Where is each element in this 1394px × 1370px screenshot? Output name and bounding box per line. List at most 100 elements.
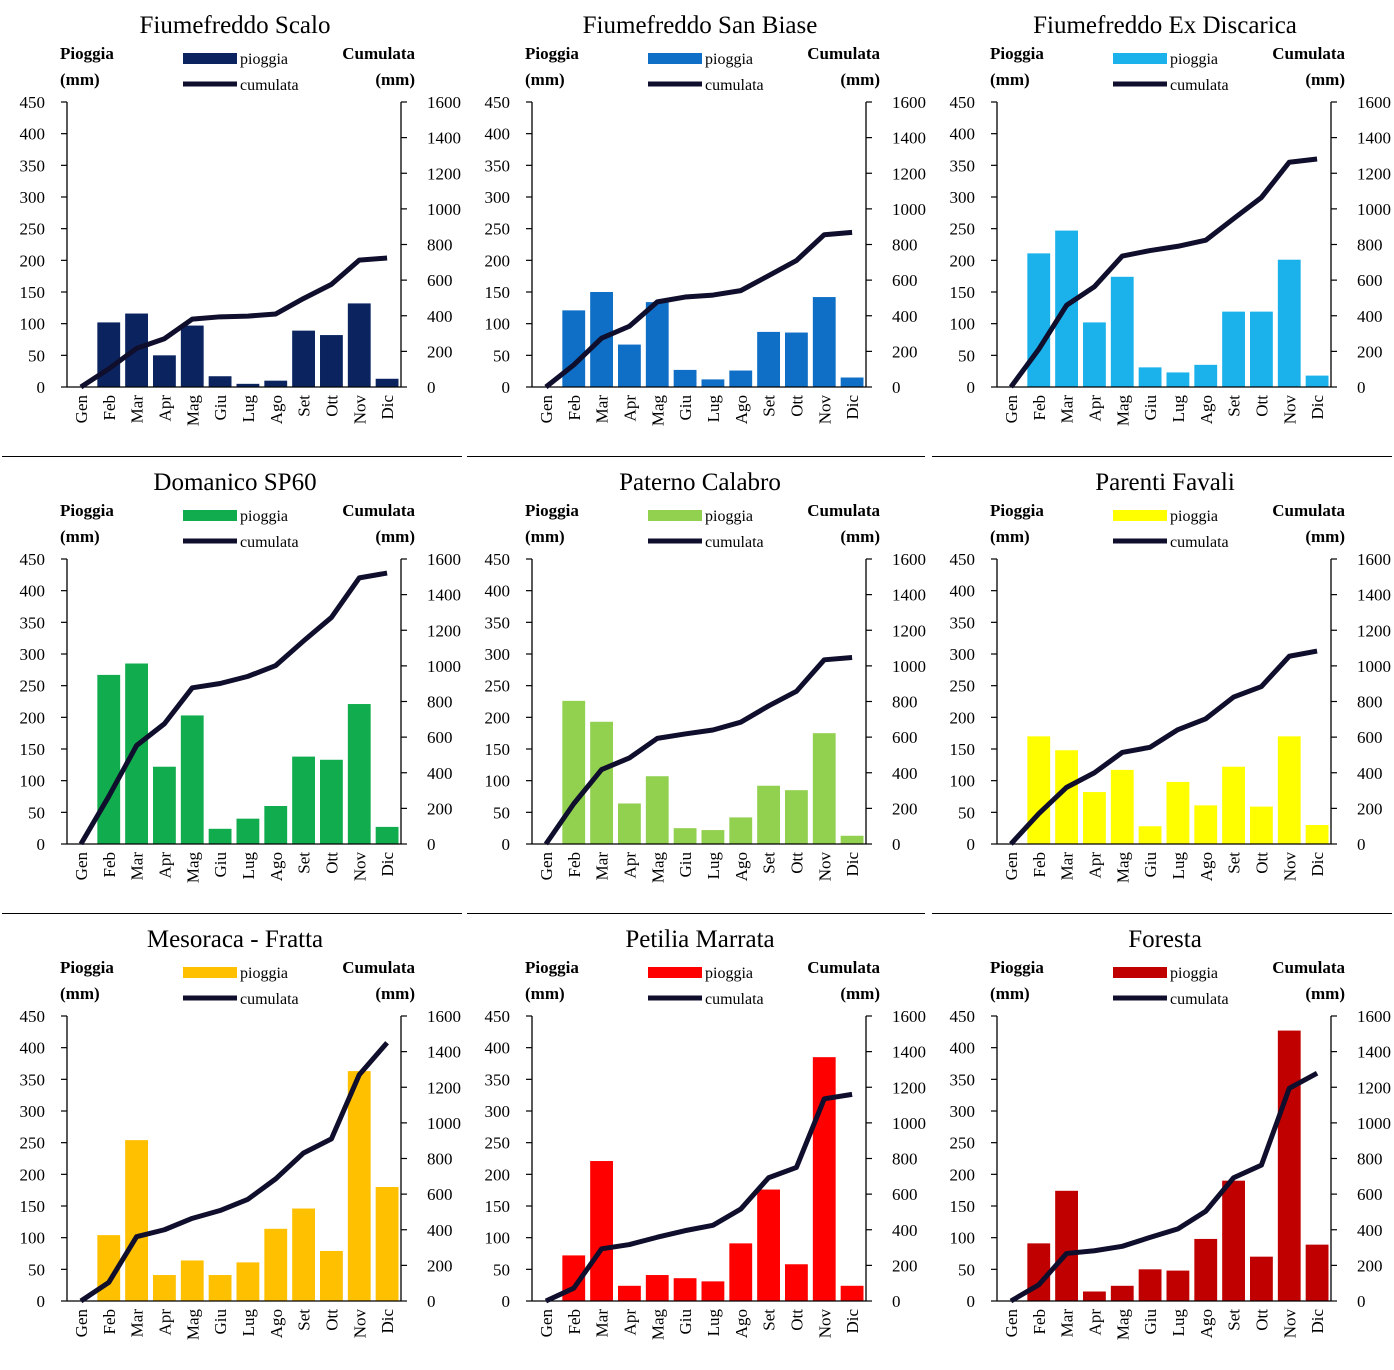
x-tick-label: Mag — [183, 852, 202, 884]
line-cumulata — [543, 655, 853, 846]
bar-pioggia — [812, 733, 836, 844]
x-tick-label: Dic — [378, 852, 397, 877]
x-tick-label: Nov — [350, 852, 369, 882]
right-tick-label: 1600 — [1357, 550, 1391, 569]
legend-bar-swatch — [1113, 967, 1167, 978]
right-tick-label: 200 — [427, 342, 453, 361]
line-cumulata — [1008, 156, 1318, 389]
bar-pioggia — [840, 377, 864, 387]
legend-bar-label: pioggia — [705, 51, 753, 68]
x-tick-label: Feb — [565, 1309, 584, 1335]
left-axis-label: Pioggia — [525, 958, 579, 977]
x-tick-label: Mag — [648, 395, 667, 427]
bar-pioggia — [590, 1161, 613, 1301]
x-tick-label: Apr — [155, 1309, 174, 1336]
x-tick-label: Feb — [1030, 395, 1049, 421]
bar-pioggia — [1110, 1285, 1134, 1301]
left-tick-label: 350 — [950, 1070, 976, 1089]
legend-bar-label: pioggia — [1170, 508, 1218, 525]
x-tick-label: Set — [760, 395, 779, 417]
left-tick-label: 200 — [950, 251, 976, 270]
x-tick-label: Ott — [322, 395, 341, 417]
left-tick-label: 300 — [20, 188, 46, 207]
left-tick-label: 400 — [950, 125, 976, 144]
row-separator — [2, 456, 462, 457]
bar-pioggia — [1277, 1030, 1301, 1301]
x-tick-label: Gen — [1002, 852, 1021, 881]
left-tick-label: 0 — [502, 378, 511, 397]
left-tick-label: 100 — [20, 772, 46, 791]
right-tick-label: 1000 — [892, 1114, 926, 1133]
x-tick-label: Feb — [565, 852, 584, 878]
x-tick-label: Mag — [1113, 1309, 1132, 1341]
left-tick-label: 400 — [20, 582, 46, 601]
x-tick-label: Lug — [704, 395, 723, 423]
x-tick-label: Giu — [676, 1309, 695, 1335]
left-tick-label: 200 — [950, 1165, 976, 1184]
left-tick-label: 300 — [20, 645, 46, 664]
x-tick-label: Mar — [128, 852, 147, 881]
left-tick-label: 350 — [485, 1070, 511, 1089]
left-tick-label: 450 — [485, 1007, 511, 1026]
left-tick-label: 350 — [485, 613, 511, 632]
chart-panel: Fiumefreddo San Biase Pioggia (mm) Cumulata… — [465, 0, 929, 456]
left-tick-label: 150 — [485, 740, 511, 759]
right-tick-label: 1600 — [892, 1007, 926, 1026]
right-axis-unit: (mm) — [1305, 984, 1345, 1003]
legend-bar-swatch — [648, 967, 702, 978]
left-axis-unit: (mm) — [60, 70, 100, 89]
right-axis-unit: (mm) — [1305, 527, 1345, 546]
legend-bar-swatch — [1113, 510, 1167, 521]
bar-pioggia — [729, 817, 753, 844]
x-tick-label: Apr — [620, 395, 639, 422]
right-tick-label: 800 — [427, 693, 453, 712]
x-tick-label: Feb — [100, 852, 119, 878]
x-tick-label: Lug — [239, 1309, 258, 1337]
combo-chart: Mesoraca - Fratta Pioggia (mm) Cumulata (mm)… — [20, 926, 462, 1340]
right-tick-label: 1200 — [427, 164, 461, 183]
x-tick-label: Ago — [267, 395, 286, 424]
x-tick-label: Mar — [1058, 1309, 1077, 1338]
bar-pioggia — [292, 1208, 315, 1301]
x-tick-label: Apr — [1085, 852, 1104, 879]
bar-pioggia — [1194, 805, 1218, 844]
right-tick-label: 0 — [427, 1292, 436, 1311]
right-tick-label: 1000 — [892, 200, 926, 219]
legend-bar-label: pioggia — [240, 965, 288, 982]
bar-pioggia — [1166, 1270, 1190, 1301]
x-tick-label: Apr — [155, 395, 174, 422]
x-tick-label: Gen — [72, 1309, 91, 1338]
left-axis-label: Pioggia — [990, 44, 1044, 63]
bar-pioggia — [701, 830, 725, 844]
left-tick-label: 400 — [485, 1039, 511, 1058]
bar-pioggia — [180, 325, 204, 387]
right-tick-label: 1200 — [427, 621, 461, 640]
x-tick-label: Giu — [676, 852, 695, 878]
x-tick-label: Dic — [1308, 1309, 1327, 1334]
right-tick-label: 1600 — [1357, 1007, 1391, 1026]
x-tick-label: Feb — [100, 395, 119, 421]
right-axis-label: Cumulata — [1272, 44, 1345, 63]
left-tick-label: 350 — [485, 156, 511, 175]
line-cumulata — [1009, 1070, 1319, 1304]
x-tick-label: Ott — [787, 395, 806, 417]
left-tick-label: 150 — [950, 1197, 976, 1216]
bar-pioggia — [785, 790, 808, 844]
left-tick-label: 450 — [950, 550, 976, 569]
left-tick-label: 450 — [950, 1007, 976, 1026]
x-tick-label: Mar — [128, 395, 147, 424]
x-tick-label: Giu — [1141, 395, 1160, 421]
bar-pioggia — [812, 297, 836, 387]
bar-pioggia — [1222, 766, 1245, 844]
left-tick-label: 150 — [950, 283, 976, 302]
left-tick-label: 50 — [958, 803, 975, 822]
x-tick-label: Giu — [1141, 1309, 1160, 1335]
line-cumulata — [544, 1091, 853, 1304]
left-axis-label: Pioggia — [60, 501, 114, 520]
x-tick-label: Dic — [843, 852, 862, 877]
bar-pioggia — [125, 663, 148, 844]
x-tick-label: Mar — [128, 1309, 147, 1338]
left-tick-label: 0 — [967, 378, 976, 397]
left-tick-label: 300 — [485, 1102, 511, 1121]
bar-pioggia — [347, 704, 371, 844]
